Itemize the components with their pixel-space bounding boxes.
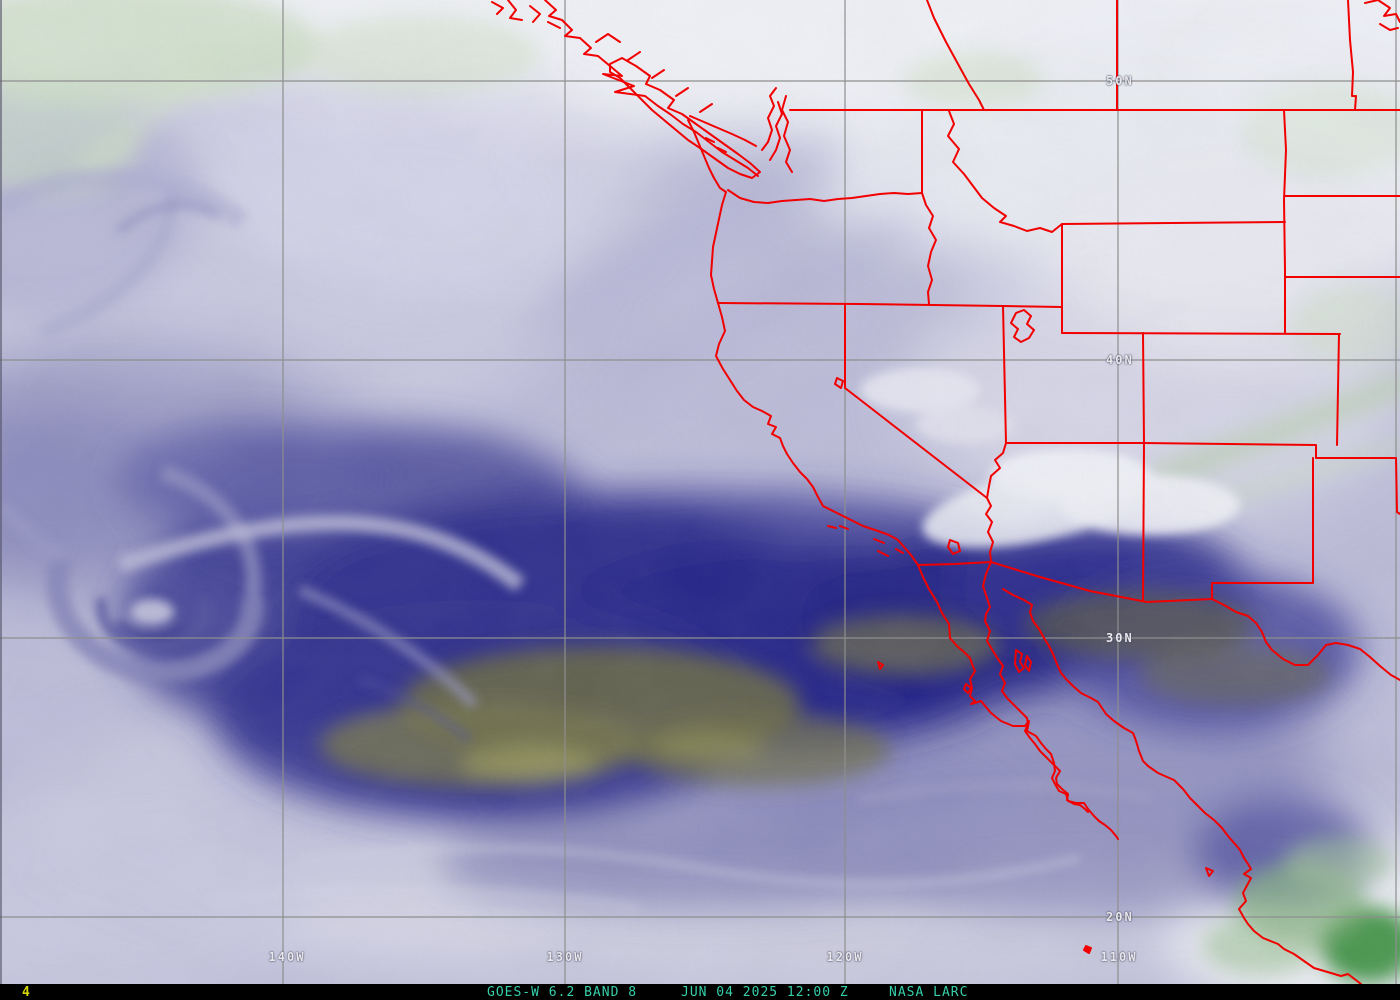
- political-borders-coastlines: [491, 0, 1400, 984]
- lon-label-130w: 130W: [546, 950, 584, 964]
- caption-timestamp: JUN 04 2025 12:00 Z: [681, 985, 849, 1000]
- frame-number: 4: [22, 985, 30, 1000]
- lon-label-140w: 140W: [268, 950, 306, 964]
- lat-label-50n: 50N: [1106, 74, 1134, 88]
- lon-label-120w: 120W: [826, 950, 864, 964]
- lat-label-20n: 20N: [1106, 910, 1134, 924]
- lat-label-40n: 40N: [1106, 353, 1134, 367]
- caption-credit: NASA LARC: [889, 985, 969, 1000]
- caption-bar: 4 GOES-W 6.2 BAND 8 JUN 04 2025 12:00 Z …: [0, 984, 1400, 1000]
- lon-label-110w: 110W: [1100, 950, 1138, 964]
- caption-instrument: GOES-W 6.2 BAND 8: [487, 985, 638, 1000]
- lat-label-30n: 30N: [1106, 631, 1134, 645]
